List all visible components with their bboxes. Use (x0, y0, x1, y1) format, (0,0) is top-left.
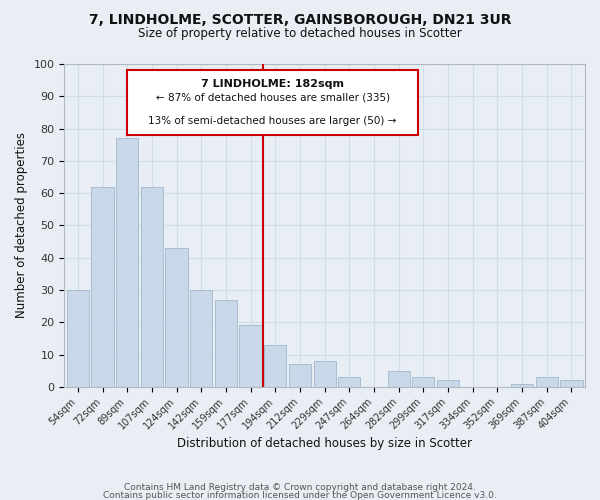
Bar (511, 384, 533, 387)
Bar (412, 377, 434, 387)
Text: 13% of semi-detached houses are larger (50) →: 13% of semi-detached houses are larger (… (148, 116, 397, 126)
Bar (116, 138, 139, 387)
Bar (239, 326, 262, 387)
X-axis label: Distribution of detached houses by size in Scotter: Distribution of detached houses by size … (177, 437, 472, 450)
Bar (264, 345, 286, 387)
Bar (536, 377, 558, 387)
Bar (338, 377, 361, 387)
Text: 7 LINDHOLME: 182sqm: 7 LINDHOLME: 182sqm (201, 78, 344, 88)
Text: Contains HM Land Registry data © Crown copyright and database right 2024.: Contains HM Land Registry data © Crown c… (124, 483, 476, 492)
Text: ← 87% of detached houses are smaller (335): ← 87% of detached houses are smaller (33… (155, 92, 389, 102)
Bar (314, 361, 336, 387)
Bar (67, 290, 89, 387)
Bar (560, 380, 583, 387)
Bar (437, 380, 459, 387)
Bar (166, 248, 188, 387)
Bar (289, 364, 311, 387)
Y-axis label: Number of detached properties: Number of detached properties (15, 132, 28, 318)
Bar (141, 186, 163, 387)
Text: 7, LINDHOLME, SCOTTER, GAINSBOROUGH, DN21 3UR: 7, LINDHOLME, SCOTTER, GAINSBOROUGH, DN2… (89, 12, 511, 26)
Bar (388, 370, 410, 387)
Bar (215, 300, 237, 387)
Bar (190, 290, 212, 387)
Bar (127, 70, 418, 135)
Text: Size of property relative to detached houses in Scotter: Size of property relative to detached ho… (138, 28, 462, 40)
Text: Contains public sector information licensed under the Open Government Licence v3: Contains public sector information licen… (103, 492, 497, 500)
Bar (91, 186, 113, 387)
